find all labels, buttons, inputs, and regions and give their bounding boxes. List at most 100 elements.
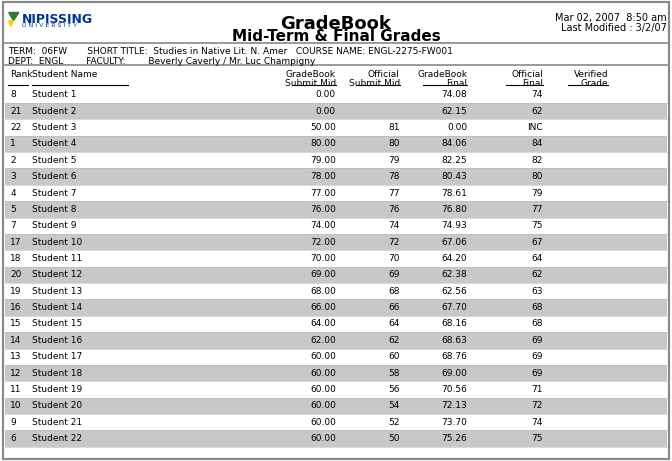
- Text: 20: 20: [10, 270, 22, 279]
- FancyBboxPatch shape: [5, 201, 667, 218]
- Text: Mid-Term & Final Grades: Mid-Term & Final Grades: [232, 29, 440, 44]
- FancyBboxPatch shape: [5, 381, 667, 397]
- Text: 15: 15: [10, 319, 22, 329]
- Text: 19: 19: [10, 287, 22, 296]
- Text: 62: 62: [532, 106, 543, 116]
- Text: 62.00: 62.00: [310, 336, 336, 345]
- Text: 64.20: 64.20: [442, 254, 467, 263]
- Text: 70.00: 70.00: [310, 254, 336, 263]
- FancyBboxPatch shape: [5, 168, 667, 185]
- Text: Rank: Rank: [10, 70, 32, 79]
- Text: 84.06: 84.06: [442, 139, 467, 148]
- Text: 17: 17: [10, 237, 22, 247]
- Text: Mar 02, 2007  8:50 am: Mar 02, 2007 8:50 am: [555, 13, 667, 23]
- Text: 71: 71: [532, 385, 543, 394]
- Text: 60.00: 60.00: [310, 352, 336, 361]
- Text: Student 13: Student 13: [32, 287, 83, 296]
- Text: 16: 16: [10, 303, 22, 312]
- Text: 50.00: 50.00: [310, 123, 336, 132]
- Text: 64: 64: [388, 319, 400, 329]
- Text: 63: 63: [532, 287, 543, 296]
- Text: 1: 1: [10, 139, 16, 148]
- Text: 8: 8: [10, 90, 16, 100]
- Text: Final: Final: [522, 79, 543, 89]
- Text: 82.25: 82.25: [442, 156, 467, 165]
- Text: Student 11: Student 11: [32, 254, 83, 263]
- FancyBboxPatch shape: [5, 316, 667, 332]
- Text: 77: 77: [388, 189, 400, 198]
- Text: DEPT:  ENGL        FACULTY:        Beverly Caverly / Mr. Luc Champigny: DEPT: ENGL FACULTY: Beverly Caverly / Mr…: [8, 57, 315, 66]
- Text: 69.00: 69.00: [310, 270, 336, 279]
- Text: 69: 69: [532, 336, 543, 345]
- Text: 76.00: 76.00: [310, 205, 336, 214]
- Text: 12: 12: [10, 368, 22, 378]
- Text: 76: 76: [388, 205, 400, 214]
- Text: 79: 79: [532, 189, 543, 198]
- FancyBboxPatch shape: [5, 234, 667, 250]
- Text: INC: INC: [528, 123, 543, 132]
- FancyBboxPatch shape: [5, 103, 667, 119]
- Text: GradeBook: GradeBook: [286, 70, 336, 79]
- FancyBboxPatch shape: [5, 332, 667, 349]
- FancyBboxPatch shape: [5, 119, 667, 136]
- FancyBboxPatch shape: [5, 136, 667, 152]
- Text: Submit Mid: Submit Mid: [285, 79, 336, 89]
- Text: 0.00: 0.00: [316, 90, 336, 100]
- Text: 0.00: 0.00: [447, 123, 467, 132]
- Text: 79: 79: [388, 156, 400, 165]
- Text: 74: 74: [532, 90, 543, 100]
- Text: 81: 81: [388, 123, 400, 132]
- Text: 18: 18: [10, 254, 22, 263]
- Text: 4: 4: [10, 189, 15, 198]
- FancyBboxPatch shape: [5, 185, 667, 201]
- Text: 80.43: 80.43: [442, 172, 467, 181]
- Text: Student Name: Student Name: [32, 70, 97, 79]
- Text: 74: 74: [532, 418, 543, 427]
- Text: 75: 75: [532, 221, 543, 230]
- FancyBboxPatch shape: [3, 2, 669, 459]
- Text: Student 7: Student 7: [32, 189, 77, 198]
- Text: 60.00: 60.00: [310, 385, 336, 394]
- Text: Student 6: Student 6: [32, 172, 77, 181]
- Text: 62.15: 62.15: [442, 106, 467, 116]
- Text: 2: 2: [10, 156, 15, 165]
- Text: 67: 67: [532, 237, 543, 247]
- FancyBboxPatch shape: [5, 87, 667, 103]
- Text: 60.00: 60.00: [310, 418, 336, 427]
- Text: 74.08: 74.08: [442, 90, 467, 100]
- Text: Student 4: Student 4: [32, 139, 77, 148]
- Text: 78: 78: [388, 172, 400, 181]
- Text: 62: 62: [532, 270, 543, 279]
- Text: 60.00: 60.00: [310, 368, 336, 378]
- Text: TERM:  06FW       SHORT TITLE:  Studies in Native Lit. N. Amer   COURSE NAME: EN: TERM: 06FW SHORT TITLE: Studies in Nativ…: [8, 47, 453, 56]
- Text: Final: Final: [446, 79, 467, 89]
- Text: 70: 70: [388, 254, 400, 263]
- Text: 54: 54: [388, 401, 400, 410]
- FancyBboxPatch shape: [5, 349, 667, 365]
- Text: 80.00: 80.00: [310, 139, 336, 148]
- Text: 60.00: 60.00: [310, 401, 336, 410]
- Text: 68.16: 68.16: [441, 319, 467, 329]
- Text: 74.93: 74.93: [442, 221, 467, 230]
- Text: 80: 80: [388, 139, 400, 148]
- Text: 62.38: 62.38: [442, 270, 467, 279]
- Text: Official: Official: [511, 70, 543, 79]
- Text: 64.00: 64.00: [310, 319, 336, 329]
- Text: 69: 69: [532, 368, 543, 378]
- Text: Student 16: Student 16: [32, 336, 83, 345]
- Text: 82: 82: [532, 156, 543, 165]
- Text: 78.61: 78.61: [441, 189, 467, 198]
- Text: Verified: Verified: [573, 70, 608, 79]
- Text: 69: 69: [388, 270, 400, 279]
- Text: 6: 6: [10, 434, 16, 443]
- Text: Student 22: Student 22: [32, 434, 82, 443]
- Text: Student 17: Student 17: [32, 352, 83, 361]
- Text: Student 14: Student 14: [32, 303, 83, 312]
- FancyBboxPatch shape: [5, 266, 667, 283]
- Text: Student 21: Student 21: [32, 418, 83, 427]
- Text: 66.00: 66.00: [310, 303, 336, 312]
- Polygon shape: [9, 12, 19, 21]
- Text: 72: 72: [388, 237, 400, 247]
- Text: Student 2: Student 2: [32, 106, 77, 116]
- Text: U N I V E R S I T Y: U N I V E R S I T Y: [22, 23, 77, 28]
